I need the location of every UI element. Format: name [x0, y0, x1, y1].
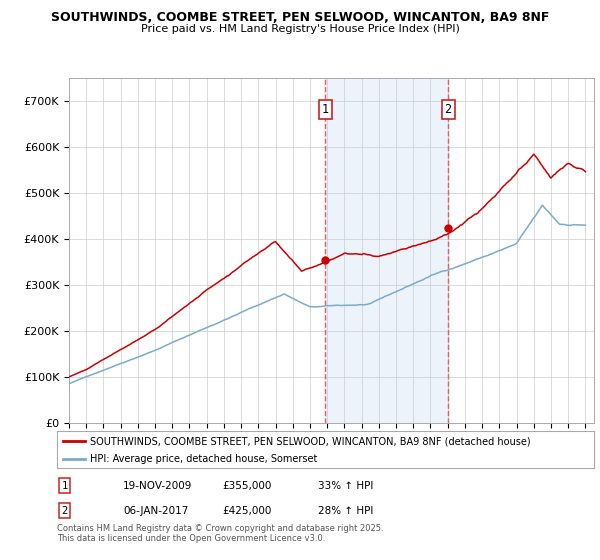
Text: 33% ↑ HPI: 33% ↑ HPI: [318, 480, 373, 491]
Text: 19-NOV-2009: 19-NOV-2009: [123, 480, 193, 491]
Bar: [325, 78, 448, 423]
Text: HPI: Average price, detached house, Somerset: HPI: Average price, detached house, Some…: [90, 454, 317, 464]
Text: Contains HM Land Registry data © Crown copyright and database right 2025.
This d: Contains HM Land Registry data © Crown c…: [57, 524, 383, 543]
Text: Price paid vs. HM Land Registry's House Price Index (HPI): Price paid vs. HM Land Registry's House …: [140, 24, 460, 34]
Text: 2: 2: [62, 506, 68, 516]
Text: £355,000: £355,000: [222, 480, 271, 491]
Text: 1: 1: [62, 480, 68, 491]
Text: 2: 2: [445, 103, 452, 116]
Text: 06-JAN-2017: 06-JAN-2017: [123, 506, 188, 516]
Text: SOUTHWINDS, COOMBE STREET, PEN SELWOOD, WINCANTON, BA9 8NF: SOUTHWINDS, COOMBE STREET, PEN SELWOOD, …: [51, 11, 549, 24]
Text: 1: 1: [322, 103, 329, 116]
Text: SOUTHWINDS, COOMBE STREET, PEN SELWOOD, WINCANTON, BA9 8NF (detached house): SOUTHWINDS, COOMBE STREET, PEN SELWOOD, …: [90, 436, 531, 446]
Text: £425,000: £425,000: [222, 506, 271, 516]
Text: 28% ↑ HPI: 28% ↑ HPI: [318, 506, 373, 516]
